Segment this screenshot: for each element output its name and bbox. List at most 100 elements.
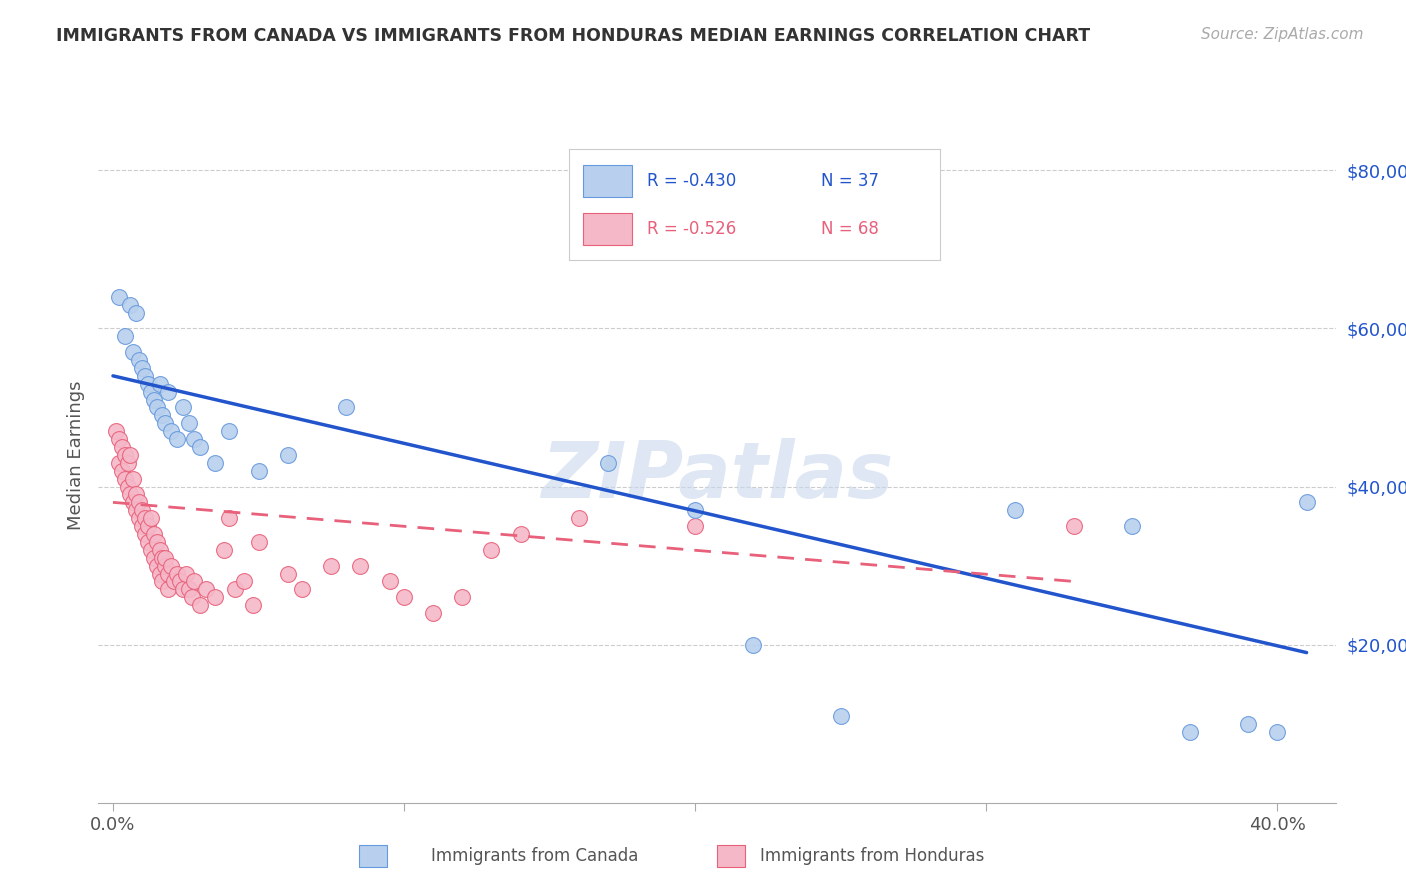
- Point: [136, 535, 159, 549]
- Text: Immigrants from Honduras: Immigrants from Honduras: [759, 847, 984, 865]
- Point: [392, 591, 415, 605]
- Point: [180, 591, 202, 605]
- Point: [247, 464, 270, 478]
- Point: [188, 598, 211, 612]
- Point: [166, 432, 188, 446]
- Point: [481, 542, 503, 557]
- Point: [136, 376, 159, 391]
- Point: [321, 558, 343, 573]
- Point: [142, 392, 165, 407]
- Point: [131, 519, 153, 533]
- Text: IMMIGRANTS FROM CANADA VS IMMIGRANTS FROM HONDURAS MEDIAN EARNINGS CORRELATION C: IMMIGRANTS FROM CANADA VS IMMIGRANTS FRO…: [56, 27, 1091, 45]
- Point: [422, 606, 444, 620]
- Point: [139, 542, 162, 557]
- Point: [157, 582, 180, 597]
- Point: [157, 566, 180, 581]
- Point: [683, 519, 706, 533]
- Point: [122, 495, 145, 509]
- Point: [218, 511, 240, 525]
- Point: [155, 558, 177, 573]
- Point: [145, 558, 167, 573]
- Point: [128, 495, 150, 509]
- Point: [349, 558, 371, 573]
- Point: [134, 511, 156, 525]
- Point: [247, 535, 270, 549]
- Point: [172, 401, 194, 415]
- Point: [107, 456, 129, 470]
- Point: [134, 527, 156, 541]
- Point: [830, 708, 852, 723]
- Point: [1237, 716, 1260, 731]
- Point: [148, 542, 170, 557]
- Point: [568, 511, 591, 525]
- Point: [152, 409, 174, 423]
- Bar: [583, 213, 631, 244]
- Point: [134, 368, 156, 383]
- Point: [122, 345, 145, 359]
- Text: R = -0.430: R = -0.430: [647, 172, 735, 190]
- Point: [451, 591, 474, 605]
- Point: [1295, 495, 1317, 509]
- Point: [122, 472, 145, 486]
- Point: [1178, 724, 1201, 739]
- Point: [136, 519, 159, 533]
- Point: [107, 432, 129, 446]
- Point: [128, 511, 150, 525]
- Text: Source: ZipAtlas.com: Source: ZipAtlas.com: [1201, 27, 1364, 42]
- Point: [145, 401, 167, 415]
- Text: N = 68: N = 68: [821, 220, 879, 238]
- Point: [1267, 724, 1289, 739]
- Point: [163, 574, 186, 589]
- Point: [212, 542, 235, 557]
- Point: [117, 479, 139, 493]
- Point: [277, 448, 299, 462]
- Point: [169, 574, 191, 589]
- Point: [131, 361, 153, 376]
- Point: [509, 527, 531, 541]
- Point: [117, 456, 139, 470]
- Bar: [583, 166, 631, 196]
- Point: [160, 558, 183, 573]
- Point: [177, 417, 200, 431]
- Point: [160, 424, 183, 438]
- Point: [142, 527, 165, 541]
- Point: [1121, 519, 1143, 533]
- Point: [142, 550, 165, 565]
- Point: [148, 566, 170, 581]
- Text: N = 37: N = 37: [821, 172, 879, 190]
- Point: [104, 424, 127, 438]
- Point: [128, 353, 150, 368]
- Point: [111, 464, 134, 478]
- Point: [742, 638, 765, 652]
- Point: [155, 417, 177, 431]
- Point: [155, 550, 177, 565]
- Point: [125, 305, 148, 319]
- Point: [596, 456, 619, 470]
- Point: [120, 448, 142, 462]
- Point: [114, 472, 136, 486]
- Point: [131, 503, 153, 517]
- Point: [114, 448, 136, 462]
- Point: [204, 591, 226, 605]
- Point: [125, 487, 148, 501]
- Point: [291, 582, 314, 597]
- Point: [188, 440, 211, 454]
- Point: [120, 298, 142, 312]
- Y-axis label: Median Earnings: Median Earnings: [66, 380, 84, 530]
- Point: [148, 376, 170, 391]
- Point: [157, 384, 180, 399]
- Point: [233, 574, 256, 589]
- Point: [204, 456, 226, 470]
- Point: [111, 440, 134, 454]
- Point: [1004, 503, 1026, 517]
- Point: [120, 487, 142, 501]
- Point: [166, 566, 188, 581]
- Point: [183, 574, 205, 589]
- Text: R = -0.526: R = -0.526: [647, 220, 735, 238]
- Point: [1063, 519, 1085, 533]
- Text: Immigrants from Canada: Immigrants from Canada: [430, 847, 638, 865]
- Point: [183, 432, 205, 446]
- Point: [139, 384, 162, 399]
- Point: [683, 503, 706, 517]
- Point: [378, 574, 401, 589]
